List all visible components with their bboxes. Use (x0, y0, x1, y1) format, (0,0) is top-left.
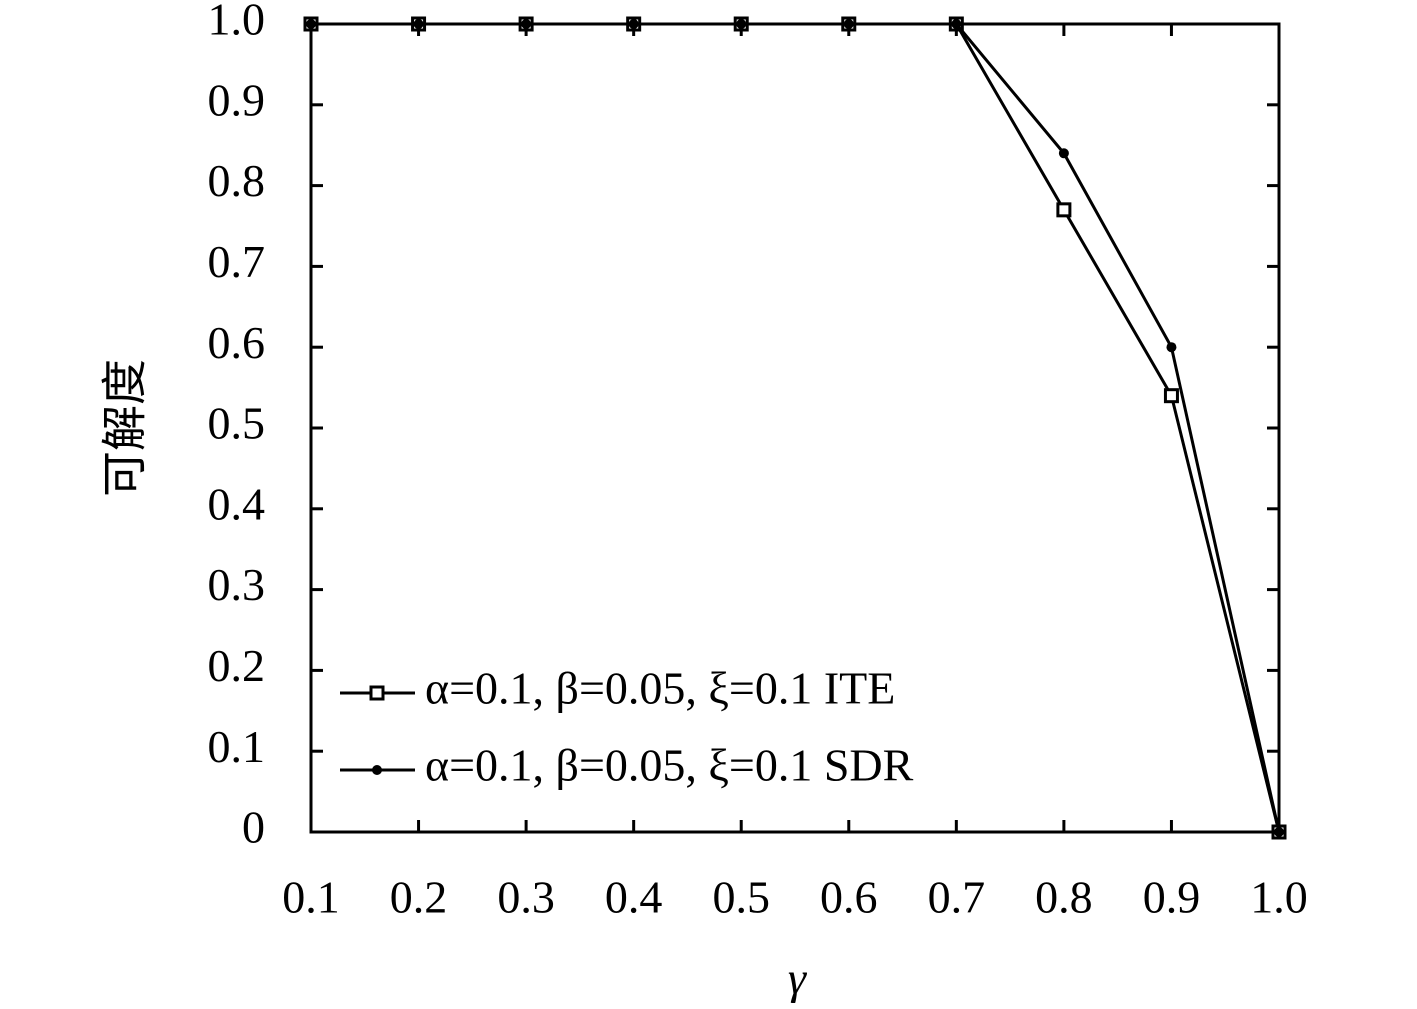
legend-marker (369, 685, 385, 701)
x-tick-label: 0.2 (390, 872, 448, 923)
y-tick-label: 1.0 (208, 0, 266, 45)
y-tick-label: 0.3 (208, 559, 266, 610)
y-tick-label: 0.6 (208, 317, 266, 368)
marker (736, 19, 747, 29)
marker (1166, 342, 1177, 353)
marker (521, 19, 532, 29)
x-tick-label: 1.0 (1250, 872, 1308, 923)
y-tick-label: 0.1 (208, 721, 266, 772)
marker (1274, 827, 1284, 837)
x-tick-label: 0.8 (1035, 872, 1093, 923)
marker (1056, 202, 1072, 218)
x-tick-label: 0.3 (497, 872, 555, 923)
x-tick-label: 0.4 (605, 872, 663, 923)
y-tick-label: 0.7 (208, 236, 266, 287)
x-tick-label: 0.5 (712, 872, 770, 923)
y-tick-label: 0.2 (208, 640, 266, 691)
marker (413, 19, 424, 29)
x-tick-label: 0.7 (928, 872, 986, 923)
marker (951, 19, 962, 29)
y-tick-label: 0.8 (208, 155, 266, 206)
x-tick-label: 0.6 (820, 872, 878, 923)
marker (306, 19, 316, 29)
marker (843, 19, 854, 29)
y-tick-label: 0.9 (208, 74, 266, 125)
marker (628, 19, 639, 29)
y-tick-label: 0.4 (208, 478, 266, 529)
marker (1163, 388, 1179, 404)
y-tick-label: 0 (242, 802, 265, 853)
y-tick-label: 0.5 (208, 398, 266, 449)
x-tick-label: 0.1 (282, 872, 340, 923)
series-line (311, 22, 1281, 833)
x-tick-label: 0.9 (1143, 872, 1201, 923)
y-axis-label: 可解度 (100, 359, 151, 497)
legend-marker (372, 765, 382, 775)
x-axis-label: γ (788, 953, 808, 1004)
marker (1058, 148, 1069, 159)
legend-label: α=0.1, β=0.05, ξ=0.1 ITE (425, 663, 895, 714)
legend-label: α=0.1, β=0.05, ξ=0.1 SDR (425, 740, 914, 791)
